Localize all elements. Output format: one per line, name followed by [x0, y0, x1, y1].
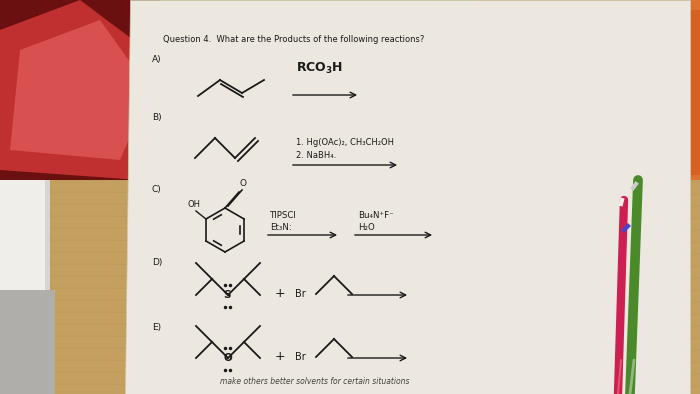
Text: $\mathbf{RCO_3H}$: $\mathbf{RCO_3H}$: [296, 61, 343, 76]
FancyBboxPatch shape: [0, 100, 50, 394]
Polygon shape: [0, 0, 160, 180]
Text: OH: OH: [188, 200, 201, 209]
FancyBboxPatch shape: [0, 290, 55, 394]
Text: B): B): [152, 113, 162, 122]
Text: make others better solvents for certain situations: make others better solvents for certain …: [220, 377, 410, 386]
Polygon shape: [480, 0, 700, 180]
FancyBboxPatch shape: [0, 0, 160, 180]
Text: C): C): [152, 185, 162, 194]
Text: A): A): [152, 55, 162, 64]
Polygon shape: [490, 10, 700, 175]
FancyBboxPatch shape: [0, 150, 45, 394]
Text: 1. Hg(OAc)₂, CH₃CH₂OH: 1. Hg(OAc)₂, CH₃CH₂OH: [296, 138, 394, 147]
Text: O: O: [239, 179, 246, 188]
Text: +: +: [275, 287, 286, 300]
Text: D): D): [152, 258, 162, 267]
Text: Br: Br: [295, 289, 306, 299]
Text: E): E): [152, 323, 161, 332]
Text: O: O: [223, 353, 232, 363]
Text: S: S: [223, 290, 230, 300]
Text: TIPSCl: TIPSCl: [270, 211, 297, 220]
Text: Question 4.  What are the Products of the following reactions?: Question 4. What are the Products of the…: [163, 35, 424, 44]
Text: +: +: [275, 350, 286, 363]
Text: H₂O: H₂O: [358, 223, 374, 232]
Polygon shape: [10, 20, 150, 160]
Text: Bu₄N⁺F⁻: Bu₄N⁺F⁻: [358, 211, 393, 220]
Text: Et₃N:: Et₃N:: [270, 223, 292, 232]
Polygon shape: [125, 0, 690, 394]
Text: Br: Br: [295, 352, 306, 362]
Text: 2. NaBH₄.: 2. NaBH₄.: [296, 151, 337, 160]
